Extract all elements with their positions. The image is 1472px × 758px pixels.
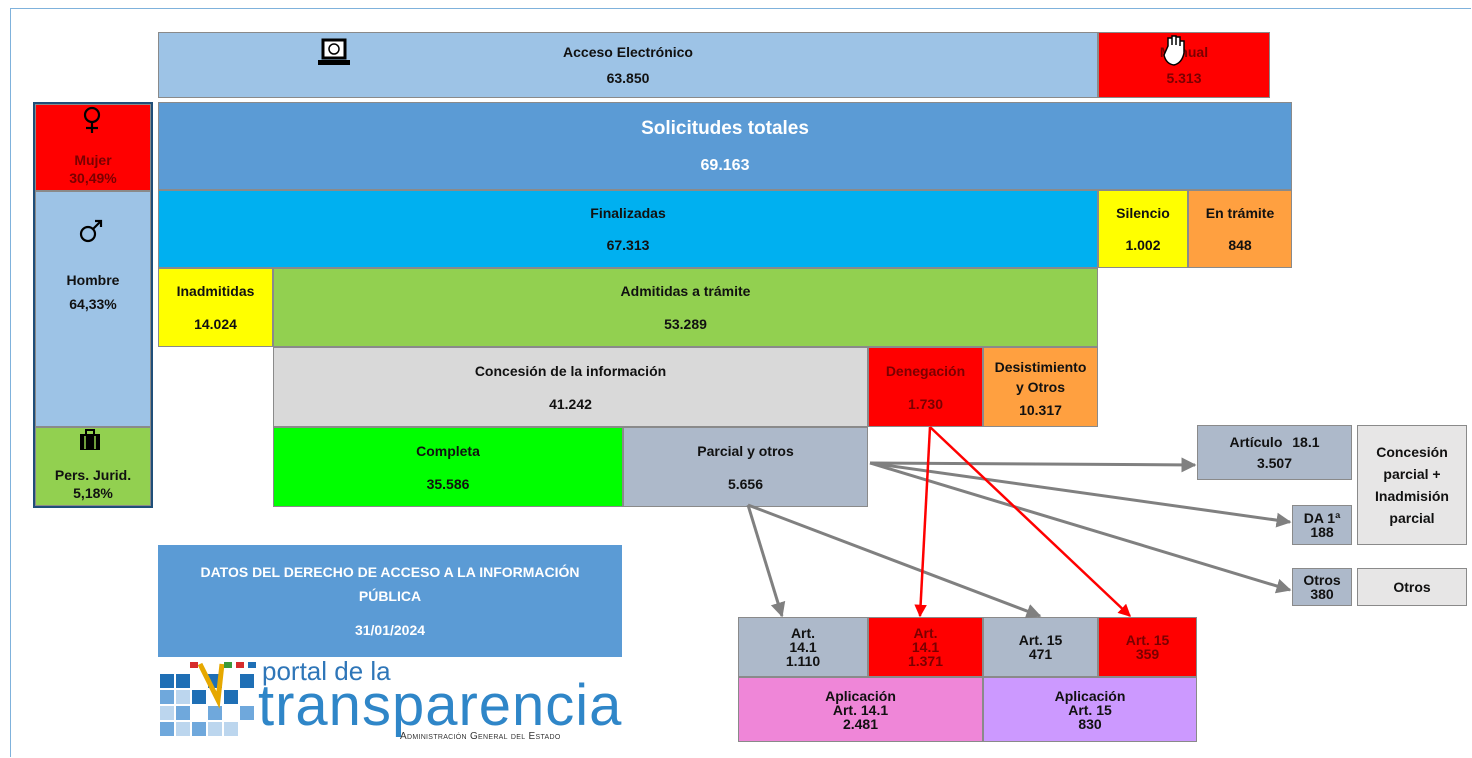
logo-mark	[160, 662, 256, 736]
logo-text: Administración General del Estado	[400, 731, 561, 742]
box: Art. 15 359	[1098, 617, 1197, 677]
box: Inadmitidas 14.024	[158, 268, 273, 347]
box-label: Concesión parcial + Inadmisión parcial	[1375, 444, 1449, 526]
box-label: Hombre	[66, 272, 120, 288]
box: Acceso Electrónico 63.850	[158, 32, 1098, 98]
box-label: Desistimiento y Otros	[994, 358, 1087, 395]
box: Aplicación Art. 14.1 2.481	[738, 677, 983, 742]
box-label: Parcial y otros	[697, 442, 794, 459]
box-value: 5.656	[727, 475, 764, 492]
box: Denegación 1.730	[868, 347, 983, 427]
box-value: 63.850	[606, 70, 650, 86]
info-title: DATOS DEL DERECHO DE ACCESO A LA INFORMA…	[200, 564, 580, 604]
box-label: Inadmitidas	[176, 283, 255, 300]
box: DA 1ª 188	[1292, 505, 1352, 545]
box-value: 10.317	[1019, 401, 1062, 418]
box: Admitidas a trámite 53.289	[273, 268, 1098, 347]
box-value: 67.313	[606, 237, 650, 253]
box-value: 14.024	[194, 315, 237, 332]
box-value: 1.110	[785, 653, 821, 669]
box-label: Concesión de la información	[474, 362, 667, 379]
box-label: Denegación	[885, 362, 966, 379]
box: Otros 380	[1292, 568, 1352, 606]
box-value: 1.371	[907, 653, 944, 669]
box: Solicitudes totales 69.163	[158, 102, 1292, 190]
box-label: Art. 15	[1018, 632, 1063, 648]
box: Pers. Jurid. 5,18%	[35, 427, 151, 506]
box: Art. 15 471	[983, 617, 1098, 677]
box-value: 471	[1028, 646, 1053, 662]
box-value: 380	[1310, 586, 1334, 602]
box: Parcial y otros 5.656	[623, 427, 868, 507]
box-value: 41.242	[549, 395, 592, 412]
box-value: 53.289	[664, 315, 707, 332]
box-label: Otros	[1393, 579, 1431, 595]
box-label: Art. 15	[1125, 632, 1170, 648]
box: Concesión de la información 41.242	[273, 347, 868, 427]
box: Hombre 64,33%	[35, 191, 151, 427]
box: Artículo 18.1 3.507	[1197, 425, 1352, 480]
info-box: DATOS DEL DERECHO DE ACCESO A LA INFORMA…	[158, 545, 622, 657]
box-value: 30,49%	[69, 170, 117, 186]
box-label: Otros	[1303, 572, 1341, 588]
gender-column	[33, 102, 153, 508]
box-value: 848	[1228, 237, 1252, 253]
frame	[10, 8, 1471, 757]
box-value: 5.313	[1166, 70, 1202, 86]
box: Finalizadas 67.313	[158, 190, 1098, 268]
box-value: 3.507	[1256, 454, 1293, 471]
box-label: DA 1ª	[1303, 510, 1341, 526]
box-label: Acceso Electrónico	[563, 44, 693, 60]
box-label: Art. 14.1	[911, 625, 940, 655]
logo-text: portal de la	[262, 656, 391, 686]
box-label: Aplicación Art. 14.1	[825, 687, 896, 718]
box-value: 2.481	[842, 715, 879, 732]
box-value: 188	[1310, 524, 1334, 540]
box-label: Completa	[416, 442, 480, 459]
box-label: Mujer	[74, 152, 112, 168]
box-value: 359	[1135, 646, 1160, 662]
box-label: Aplicación Art. 15	[1054, 687, 1126, 718]
box-value: 64,33%	[69, 296, 117, 312]
box: Completa 35.586	[273, 427, 623, 507]
box: Mujer 30,49%	[35, 104, 151, 191]
box: Desistimiento y Otros 10.317	[983, 347, 1098, 427]
box-label: Solicitudes totales	[641, 117, 809, 139]
box-value: 830	[1078, 715, 1102, 732]
box-label: Art. 14.1	[789, 625, 817, 655]
box: Art. 14.1 1.110	[738, 617, 868, 677]
box-value: 5,18%	[73, 485, 113, 501]
box-label: Finalizadas	[590, 205, 666, 221]
box-value: 1.730	[907, 395, 944, 412]
box: Otros	[1357, 568, 1467, 606]
box-value: 35.586	[426, 475, 470, 492]
box: Aplicación Art. 15 830	[983, 677, 1197, 742]
logo-text: transparencia	[258, 673, 623, 738]
box-label: Admitidas a trámite	[620, 283, 751, 300]
box-label: Manual	[1159, 44, 1209, 60]
box-value: 1.002	[1125, 237, 1161, 253]
box-label: En trámite	[1205, 205, 1275, 221]
box-label: Pers. Jurid.	[54, 467, 132, 483]
info-date: 31/01/2024	[354, 622, 426, 638]
box-label: Artículo 18.1	[1229, 434, 1320, 451]
box: Concesión parcial + Inadmisión parcial	[1357, 425, 1467, 545]
box-value: 69.163	[700, 156, 750, 174]
box: Art. 14.1 1.371	[868, 617, 983, 677]
box-label: Silencio	[1116, 205, 1170, 221]
box: Manual 5.313	[1098, 32, 1270, 98]
box: Silencio 1.002	[1098, 190, 1188, 268]
box: En trámite 848	[1188, 190, 1292, 268]
